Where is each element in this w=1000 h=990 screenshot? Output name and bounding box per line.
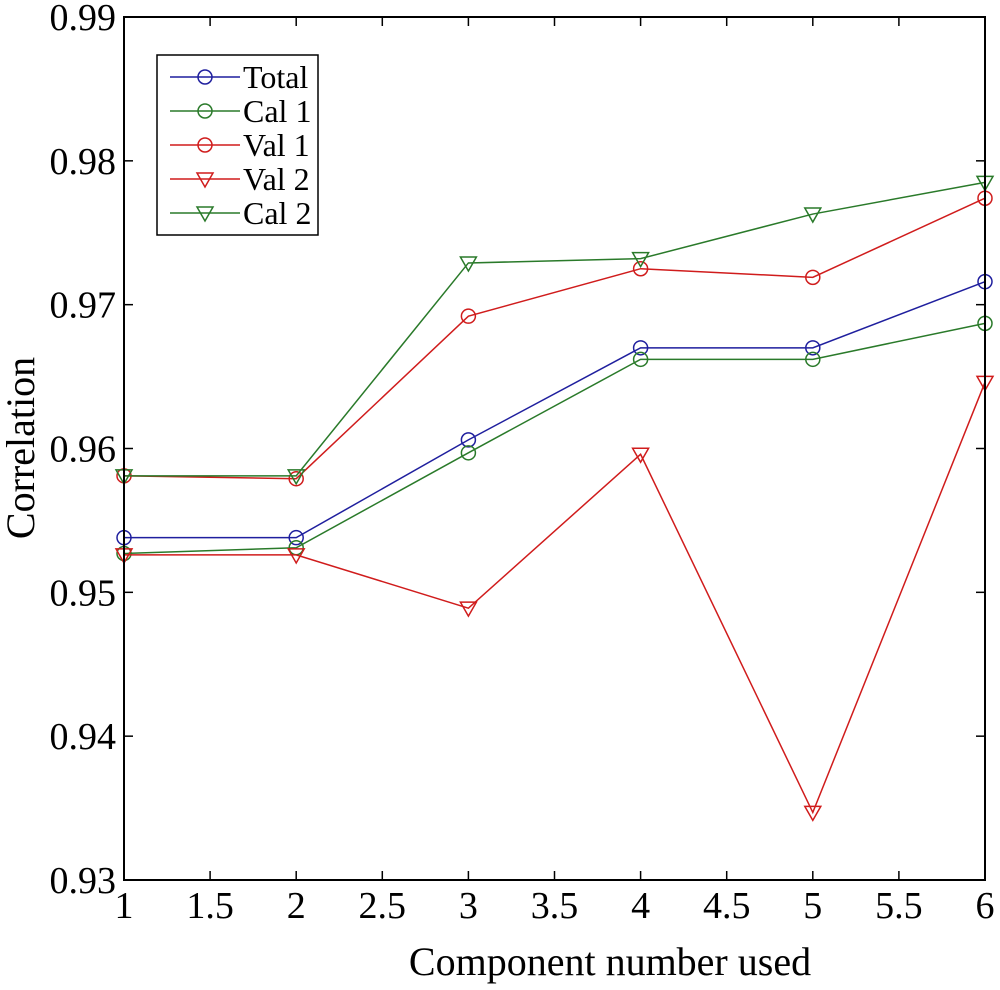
x-tick-label: 3.5	[531, 885, 579, 927]
data-point-total	[805, 340, 821, 356]
data-point-val-1	[805, 269, 821, 286]
legend-marker-cal-1	[197, 103, 213, 119]
series-line-val-2	[124, 382, 986, 815]
y-tick-label: 0.99	[50, 0, 117, 39]
data-point-val-1	[632, 260, 649, 277]
legend-label-total: Total	[243, 59, 308, 95]
series-line-total	[124, 280, 986, 539]
data-point-val-1	[460, 308, 477, 324]
x-tick-label: 2.5	[359, 885, 407, 927]
x-tick-label: 3	[459, 885, 478, 927]
data-point-cal-1	[632, 351, 649, 368]
data-point-cal-1	[460, 445, 477, 461]
legend-marker-val-2	[195, 172, 215, 189]
legend-marker-total	[197, 69, 213, 85]
x-tick-label: 1	[115, 885, 134, 927]
legend-label-val-2: Val 2	[243, 161, 310, 197]
x-axis-label: Component number used	[409, 939, 811, 984]
data-point-cal-1	[805, 351, 821, 368]
series-line-cal-2	[124, 181, 986, 477]
y-tick-label: 0.95	[50, 572, 117, 614]
legend-label-cal-2: Cal 2	[243, 195, 311, 231]
data-point-cal-2	[286, 469, 306, 486]
y-tick-label: 0.97	[50, 285, 117, 327]
series-line-cal-1	[123, 322, 986, 555]
data-point-cal-2	[459, 256, 478, 273]
x-tick-label: 1.5	[186, 885, 234, 927]
x-tick-label: 2	[287, 885, 306, 927]
data-point-total	[460, 432, 477, 448]
legend-label-val-1: Val 1	[243, 127, 310, 163]
y-axis-label: Correlation	[0, 357, 43, 539]
x-tick-label: 5	[803, 885, 822, 927]
x-tick-label: 4	[631, 885, 650, 927]
legend-label-cal-1: Cal 1	[243, 93, 311, 129]
series-line-val-1	[123, 197, 986, 480]
data-point-total	[632, 340, 649, 356]
y-tick-label: 0.96	[50, 429, 117, 471]
x-tick-label: 6	[976, 885, 995, 927]
x-tick-label: 5.5	[875, 885, 923, 927]
y-tick-label: 0.94	[50, 716, 117, 758]
data-point-val-2	[803, 805, 823, 822]
data-point-cal-2	[631, 251, 650, 269]
y-tick-label: 0.98	[50, 141, 117, 183]
data-point-val-2	[459, 601, 478, 618]
data-point-total	[288, 529, 304, 546]
data-point-val-2	[286, 548, 306, 565]
x-tick-label: 4.5	[703, 885, 751, 927]
data-point-val-1	[288, 470, 304, 487]
data-point-val-2	[631, 447, 650, 464]
data-point-cal-2	[803, 207, 823, 224]
legend-marker-cal-2	[195, 206, 215, 223]
legend-marker-val-1	[197, 137, 213, 153]
y-tick-label: 0.93	[50, 860, 117, 902]
